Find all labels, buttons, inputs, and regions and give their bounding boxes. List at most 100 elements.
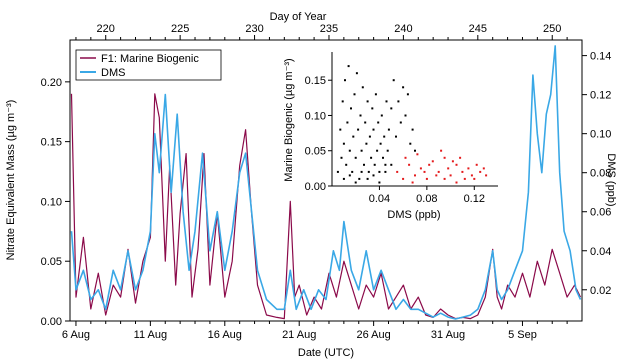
scatter-point-red (455, 163, 458, 166)
scatter-point-red (411, 181, 414, 184)
inset-y-tick-label: 0.15 (305, 75, 326, 87)
scatter-point-red (485, 174, 488, 177)
scatter-point-red (447, 167, 450, 170)
legend-label-marine-biogenic: F1: Marine Biogenic (101, 53, 199, 65)
x-axis-label: Date (UTC) (298, 347, 354, 359)
inset-points-red (396, 149, 488, 184)
bottom-tick-label: 16 Aug (208, 329, 242, 341)
bottom-tick-label: 5 Sep (508, 329, 537, 341)
top-axis-label: Day of Year (270, 11, 327, 23)
scatter-point-black (409, 142, 412, 145)
scatter-point-black (384, 163, 387, 166)
scatter-point-black (406, 93, 409, 96)
right-tick-label: 0.08 (590, 168, 611, 180)
scatter-point-black (377, 121, 380, 124)
line-marine-biogenic (70, 93, 582, 320)
scatter-point-black (373, 163, 376, 166)
scatter-point-black (371, 107, 374, 110)
scatter-point-red (475, 163, 478, 166)
scatter-point-red (463, 177, 466, 180)
scatter-point-black (372, 174, 375, 177)
scatter-point-red (449, 174, 452, 177)
top-tick-label: 240 (394, 23, 412, 35)
left-axis-label: Nitrate Equivalent Mass (µg m⁻³) (5, 100, 17, 261)
scatter-point-red (467, 167, 470, 170)
scatter-point-black (352, 135, 355, 138)
bottom-tick-label: 11 Aug (134, 329, 167, 341)
left-tick-label: 0.00 (41, 316, 62, 328)
top-tick-label: 230 (245, 23, 263, 35)
scatter-point-black (355, 72, 358, 75)
bottom-tick-label: 6 Aug (62, 329, 90, 341)
inset-x-tick-label: 0.04 (369, 193, 390, 205)
scatter-point-red (423, 170, 426, 173)
inset-x-tick-label: 0.12 (464, 193, 485, 205)
inset-chart: 0.04 0.08 0.12 0.000.050.100.15 DMS (ppb) … (283, 52, 498, 221)
scatter-point-red (396, 170, 399, 173)
scatter-point-black (346, 121, 349, 124)
scatter-point-black (350, 107, 352, 110)
scatter-point-black (365, 142, 368, 145)
scatter-point-black (367, 170, 370, 173)
scatter-point-black (345, 163, 348, 166)
scatter-point-black (360, 149, 363, 152)
scatter-point-black (366, 177, 369, 180)
scatter-point-black (354, 156, 357, 159)
scatter-point-red (431, 160, 434, 163)
scatter-point-black (351, 170, 354, 173)
left-tick-label: 0.05 (41, 256, 62, 268)
scatter-point-black (392, 79, 395, 82)
line-dms (70, 45, 582, 320)
inset-x-tick-label: 0.08 (416, 193, 437, 205)
scatter-point-red (482, 167, 485, 170)
scatter-point-red (459, 156, 462, 159)
scatter-point-black (370, 156, 373, 159)
top-tick-label: 250 (543, 23, 561, 35)
scatter-point-red (402, 177, 405, 180)
scatter-point-black (353, 93, 356, 96)
inset-y-tick-label: 0.05 (305, 146, 326, 158)
right-tick-label: 0.10 (590, 129, 611, 141)
scatter-point-red (451, 160, 454, 163)
scatter-point-black (411, 128, 414, 131)
scatter-point-red (479, 170, 482, 173)
scatter-point-black (374, 93, 377, 96)
scatter-point-black (414, 149, 416, 152)
scatter-point-black (344, 79, 346, 82)
scatter-point-black (340, 156, 343, 159)
legend-label-dms: DMS (101, 67, 125, 79)
scatter-point-red (428, 163, 431, 166)
scatter-point-black (384, 170, 387, 173)
bottom-tick-label: 26 Aug (356, 329, 390, 341)
scatter-point-black (364, 121, 367, 124)
scatter-point-red (425, 177, 428, 180)
scatter-point-black (336, 170, 339, 173)
scatter-point-black (348, 149, 351, 152)
scatter-point-black (360, 170, 363, 173)
scatter-point-black (383, 135, 386, 138)
scatter-point-black (379, 142, 382, 145)
main-chart: 0.00 0.05 0.10 0.15 0.20 0.02 0.04 0.06 0.08 0.1… (5, 11, 617, 359)
scatter-point-red (473, 177, 476, 180)
scatter-point-red (440, 149, 443, 152)
inset-y-axis-label: Marine Biogenic (µg m⁻³) (283, 58, 295, 181)
scatter-point-black (341, 100, 344, 103)
right-axis-ticks: 0.02 0.04 0.06 0.08 0.10 0.12 0.14 (582, 51, 611, 297)
scatter-point-red (435, 174, 438, 177)
scatter-point-black (404, 114, 407, 117)
series-marine-biogenic (70, 93, 582, 320)
scatter-point-black (387, 128, 390, 131)
scatter-point-black (378, 170, 381, 173)
scatter-point-black (342, 142, 345, 145)
bottom-tick-label: 31 Aug (431, 329, 465, 341)
bottom-tick-label: 21 Aug (282, 329, 316, 341)
scatter-point-black (380, 114, 383, 117)
left-axis-ticks: 0.00 0.05 0.10 0.15 0.20 (41, 77, 70, 328)
scatter-point-red (437, 170, 440, 173)
inset-background (332, 52, 498, 186)
scatter-point-red (455, 181, 458, 184)
top-tick-label: 245 (469, 23, 487, 35)
legend: F1: Marine Biogenic DMS (75, 49, 222, 81)
left-tick-label: 0.20 (41, 77, 62, 89)
